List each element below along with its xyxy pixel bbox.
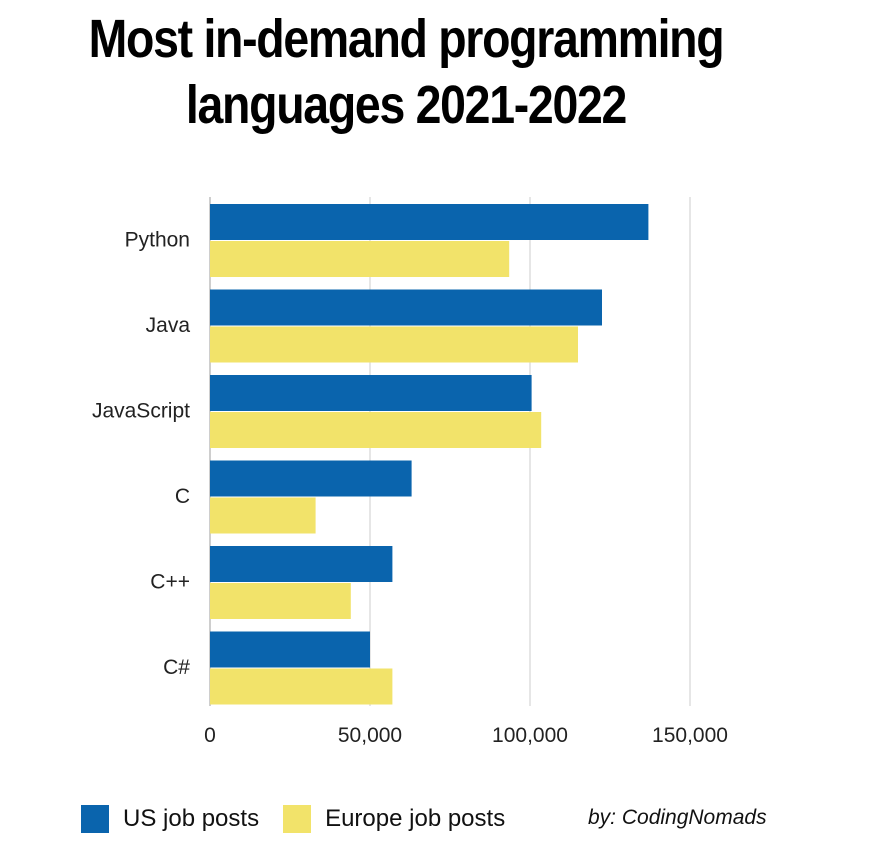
legend: US job posts Europe job posts [81, 801, 529, 837]
bar-europe-1 [210, 326, 578, 363]
legend-item-us: US job posts [81, 805, 259, 833]
bar-us-0 [210, 204, 649, 240]
bar-us-2 [210, 375, 532, 411]
legend-label-us: US job posts [123, 805, 260, 832]
category-labels: Python Java JavaScript C C++ C# [92, 229, 190, 680]
chart-title: Most in-demand programming languages 202… [57, 6, 755, 138]
bars [210, 204, 649, 705]
bar-us-3 [210, 460, 412, 497]
bar-us-1 [210, 289, 602, 326]
category-label: C# [163, 656, 190, 679]
category-label: Python [125, 229, 190, 252]
bar-europe-3 [210, 497, 316, 534]
legend-label-europe: Europe job posts [325, 805, 506, 832]
gridlines [209, 197, 691, 706]
category-label: JavaScript [92, 400, 190, 423]
bar-europe-0 [210, 241, 510, 277]
bar-chart: Python Java JavaScript C C++ C# 0 50,000 100,00… [92, 197, 728, 747]
bar-us-5 [210, 631, 370, 668]
chart-title-line-1: Most in-demand programming [88, 9, 725, 69]
legend-swatch-us [81, 805, 109, 833]
chart-title-line-2: languages 2021-2022 [185, 75, 627, 135]
bar-us-4 [210, 546, 393, 582]
bar-europe-2 [210, 412, 542, 448]
bar-europe-5 [210, 668, 393, 705]
x-tick-label: 50,000 [338, 724, 402, 747]
category-label: Java [146, 314, 191, 337]
bar-europe-4 [210, 583, 351, 619]
category-label: C [175, 485, 190, 508]
category-label: C++ [150, 571, 190, 594]
x-tick-label: 0 [204, 724, 216, 747]
legend-item-europe: Europe job posts [283, 805, 505, 833]
legend-swatch-europe [283, 805, 312, 833]
x-tick-labels: 0 50,000 100,000 150,000 [204, 724, 728, 747]
credit-text: by: CodingNomads [588, 806, 767, 829]
x-tick-label: 100,000 [492, 724, 568, 747]
x-tick-label: 150,000 [652, 724, 728, 747]
